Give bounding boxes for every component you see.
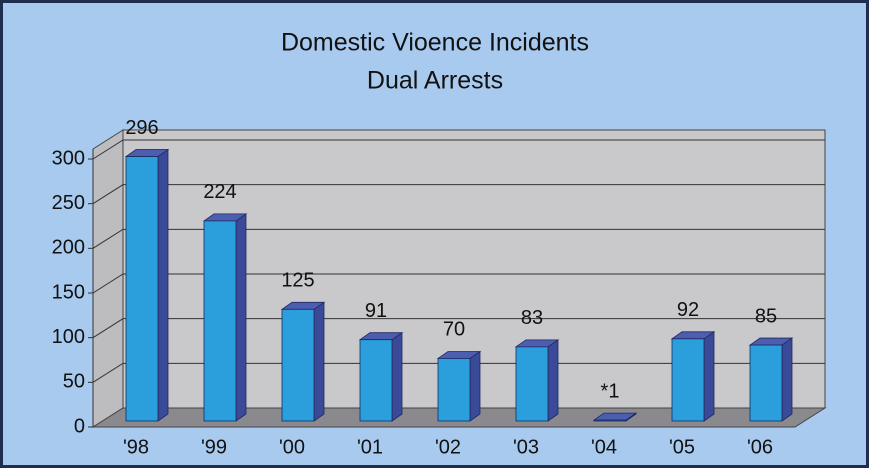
bar bbox=[515, 346, 549, 422]
bar bbox=[281, 308, 315, 422]
value-label: 91 bbox=[365, 300, 387, 322]
x-tick-label: '02 bbox=[435, 436, 461, 458]
bar-side bbox=[547, 339, 559, 422]
bar-side bbox=[781, 337, 793, 422]
chart-title: Domestic Vioence Incidents bbox=[281, 29, 589, 57]
x-tick-label: '00 bbox=[279, 436, 305, 458]
value-label: 125 bbox=[281, 270, 314, 292]
bar bbox=[593, 419, 627, 422]
x-tick-label: '04 bbox=[591, 436, 617, 458]
x-tick-label: '03 bbox=[513, 436, 539, 458]
grid-line bbox=[92, 273, 825, 294]
grid-line bbox=[92, 228, 825, 249]
value-label: *1 bbox=[601, 380, 620, 402]
bar bbox=[671, 338, 705, 422]
chart-subtitle: Dual Arrests bbox=[367, 67, 503, 95]
x-tick-label: '05 bbox=[669, 436, 695, 458]
value-label: 83 bbox=[521, 307, 543, 329]
y-tick-label: 300 bbox=[52, 147, 85, 169]
y-tick-label: 150 bbox=[52, 281, 85, 303]
bar bbox=[437, 358, 471, 422]
bar-side bbox=[313, 301, 325, 422]
value-label: 70 bbox=[443, 319, 465, 341]
bar-side bbox=[703, 331, 715, 422]
bar bbox=[749, 344, 783, 422]
value-label: 85 bbox=[755, 305, 777, 327]
x-tick-label: '01 bbox=[357, 436, 383, 458]
x-tick-label: '06 bbox=[747, 436, 773, 458]
y-tick-label: 200 bbox=[52, 237, 85, 259]
bar bbox=[125, 156, 159, 422]
grid-line bbox=[92, 184, 825, 205]
bar-side bbox=[391, 331, 403, 422]
y-tick-label: 100 bbox=[52, 326, 85, 348]
x-tick-label: '98 bbox=[123, 436, 149, 458]
grid-line bbox=[92, 139, 825, 160]
bar-side bbox=[469, 350, 481, 422]
grid-line bbox=[92, 318, 825, 339]
grid-line bbox=[92, 362, 825, 383]
y-tick-label: 250 bbox=[52, 192, 85, 214]
value-label: 224 bbox=[203, 181, 236, 203]
y-tick-label: 50 bbox=[63, 371, 85, 393]
bar-side bbox=[157, 148, 169, 422]
y-tick-label: 0 bbox=[74, 415, 85, 437]
value-label: 92 bbox=[677, 299, 699, 321]
bar bbox=[359, 339, 393, 422]
x-tick-label: '99 bbox=[201, 436, 227, 458]
bar bbox=[203, 220, 237, 422]
value-label: 296 bbox=[125, 117, 158, 139]
bar-side bbox=[235, 213, 247, 422]
side-wall bbox=[92, 129, 124, 428]
